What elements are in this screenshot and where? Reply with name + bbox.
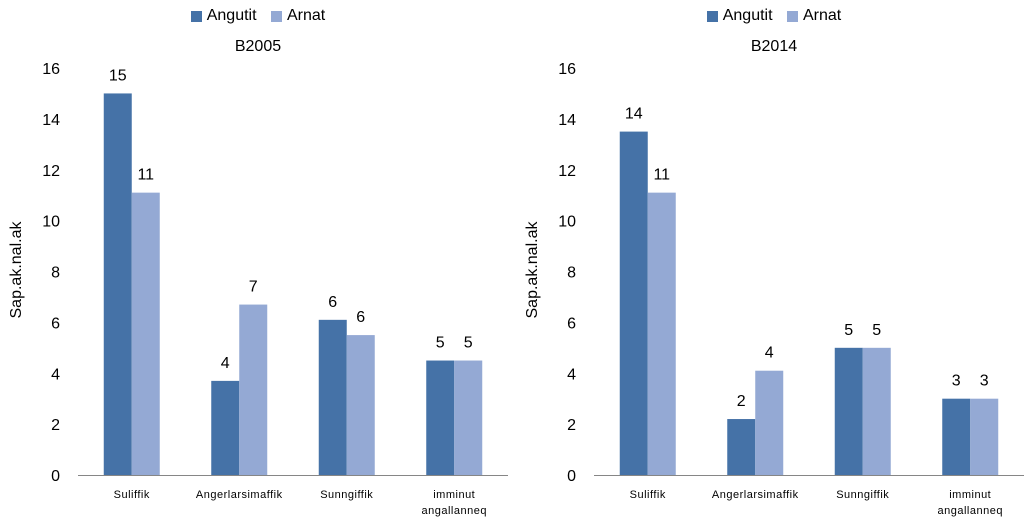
bar-arnat — [131, 192, 160, 476]
data-label-arnat: 6 — [356, 309, 365, 326]
data-label-arnat: 3 — [980, 373, 989, 390]
y-tick-label: 4 — [51, 366, 60, 383]
bar-arnat — [346, 335, 375, 475]
y-tick-label: 10 — [558, 214, 576, 231]
legend-swatch-angutit — [190, 10, 202, 22]
legend: Angutit Arnat — [516, 6, 1032, 28]
y-tick-label: 0 — [567, 468, 576, 485]
y-tick-label: 14 — [42, 112, 60, 129]
legend-swatch-arnat — [271, 10, 282, 22]
legend-item-arnat: Arnat — [787, 6, 841, 26]
x-tick-label: Angerlarsimaffik — [712, 489, 799, 501]
y-tick-label: 2 — [51, 417, 60, 434]
bar-angutit — [942, 398, 971, 475]
bar-arnat — [454, 360, 483, 475]
legend-item-angutit: Angutit — [190, 6, 257, 26]
y-tick-label: 14 — [558, 112, 576, 129]
legend: Angutit Arnat — [0, 6, 516, 28]
legend-label-angutit: Angutit — [206, 7, 257, 24]
bar-angutit — [727, 419, 756, 475]
y-tick-label: 10 — [42, 214, 60, 231]
legend-label-angutit: Angutit — [722, 7, 773, 24]
bar-arnat — [755, 370, 784, 475]
data-label-arnat: 11 — [653, 167, 670, 184]
data-label-arnat: 11 — [137, 167, 154, 184]
bar-arnat — [862, 347, 891, 475]
data-label-angutit: 4 — [221, 355, 230, 372]
data-label-arnat: 5 — [464, 335, 473, 352]
data-label-arnat: 7 — [249, 279, 258, 296]
bar-angutit — [103, 93, 132, 475]
x-tick-label: imminut angallanneq — [422, 489, 487, 517]
bar-chart-plot: 0 2 4 6 8 10 12 14 16 14 11 Suliffik 2 4 Angerlarsimaf… — [558, 61, 1024, 517]
legend-label-arnat: Arnat — [803, 7, 842, 24]
bar-angutit — [834, 347, 863, 475]
y-tick-label: 8 — [51, 265, 60, 282]
chart-title: B2005 — [234, 38, 282, 55]
x-tick-label: Suliffik — [114, 489, 150, 501]
y-tick-label: 6 — [567, 315, 576, 332]
bar-angutit — [318, 319, 347, 475]
data-label-angutit: 3 — [952, 373, 961, 390]
bar-arnat — [647, 192, 676, 476]
bar-chart-plot: 0 2 4 6 8 10 12 14 16 15 11 Suliffik 4 7 Angerlarsimaf… — [42, 61, 508, 517]
y-tick-label: 16 — [558, 61, 576, 78]
y-tick-label: 12 — [42, 163, 60, 180]
x-tick-label: Sunngiffik — [320, 489, 373, 501]
data-label-arnat: 4 — [765, 345, 774, 362]
x-tick-label: imminut angallanneq — [938, 489, 1003, 517]
chart-title: B2014 — [750, 38, 798, 55]
data-label-angutit: 14 — [625, 106, 643, 123]
bar-angutit — [619, 131, 648, 475]
x-tick-label: Suliffik — [630, 489, 666, 501]
data-label-angutit: 6 — [328, 294, 337, 311]
y-tick-label: 0 — [51, 468, 60, 485]
y-tick-label: 6 — [51, 315, 60, 332]
legend-label-arnat: Arnat — [287, 7, 326, 24]
legend-swatch-angutit — [706, 10, 718, 22]
data-label-angutit: 15 — [109, 67, 127, 84]
data-label-arnat: 5 — [872, 322, 881, 339]
bar-angutit — [211, 380, 240, 475]
legend-item-angutit: Angutit — [706, 6, 773, 26]
y-tick-label: 16 — [42, 61, 60, 78]
x-tick-label: Sunngiffik — [836, 489, 889, 501]
data-label-angutit: 2 — [737, 393, 746, 410]
bar-arnat — [239, 304, 268, 475]
bar-angutit — [426, 360, 455, 475]
data-label-angutit: 5 — [436, 335, 445, 352]
y-tick-label: 2 — [567, 417, 576, 434]
legend-item-arnat: Arnat — [271, 6, 325, 26]
legend-swatch-arnat — [787, 10, 798, 22]
data-label-angutit: 5 — [844, 322, 853, 339]
bar-arnat — [970, 398, 999, 475]
y-tick-label: 4 — [567, 366, 576, 383]
y-tick-label: 8 — [567, 265, 576, 282]
y-tick-label: 12 — [558, 163, 576, 180]
x-tick-label: Angerlarsimaffik — [196, 489, 283, 501]
